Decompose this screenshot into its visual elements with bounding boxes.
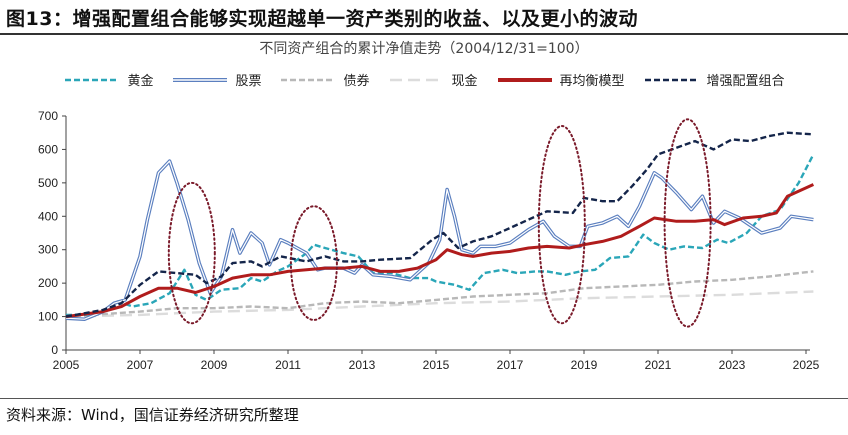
chart-title: 不同资产组合的累计净值走势（2004/12/31=100）: [259, 41, 589, 57]
legend-swatch: [644, 78, 699, 81]
y-tick-label: 600: [38, 142, 58, 156]
y-tick-label: 200: [38, 276, 58, 290]
legend-swatch: [389, 78, 444, 81]
x-tick-label: 2011: [275, 358, 301, 372]
x-tick-label: 2023: [719, 358, 746, 372]
y-tick-label: 300: [38, 243, 58, 257]
series-line-3: [65, 290, 814, 318]
footer-divider: [0, 398, 848, 399]
legend-label: 股票: [235, 74, 262, 89]
legend-label: 债券: [343, 74, 370, 89]
legend-swatch: [173, 77, 228, 82]
legend-swatch: [497, 77, 552, 82]
series-line-0: [66, 153, 815, 317]
series-line-5: [65, 131, 814, 318]
legend-label: 增强配置组合: [706, 74, 785, 89]
source-note: 资料来源：Wind，国信证券经济研究所整理: [6, 406, 299, 424]
legend-swatch: [65, 78, 120, 81]
highlight-ellipse: [537, 125, 586, 325]
legend-item: 股票: [171, 70, 261, 89]
x-tick-label: 2019: [571, 358, 598, 372]
series-line-2: [65, 270, 814, 318]
legend-label: 现金: [451, 74, 478, 89]
legend-item: 再均衡模型: [496, 70, 625, 89]
x-tick-label: 2013: [349, 358, 376, 372]
legend-label: 再均衡模型: [559, 74, 625, 89]
series-line-4: [65, 183, 815, 319]
x-tick-label: 2005: [53, 358, 80, 372]
y-tick-label: 500: [38, 176, 58, 190]
y-tick-label: 700: [38, 109, 58, 123]
legend-item: 现金: [388, 70, 478, 89]
legend-label: 黄金: [127, 74, 154, 89]
x-tick-label: 2025: [793, 358, 820, 372]
legend-swatch: [281, 78, 336, 81]
x-tick-label: 2009: [201, 358, 228, 372]
y-tick-label: 100: [38, 310, 58, 324]
legend-item: 增强配置组合: [643, 70, 785, 89]
title-divider: [0, 33, 848, 35]
highlight-ellipse: [289, 205, 338, 321]
x-tick-label: 2017: [497, 358, 524, 372]
x-tick-label: 2021: [645, 358, 672, 372]
x-tick-label: 2007: [127, 358, 154, 372]
legend-item: 黄金: [63, 70, 153, 89]
legend: 黄金 股票 债券 现金 再均衡模型 增强配置组合: [0, 70, 848, 89]
highlight-ellipse: [167, 181, 216, 325]
y-tick-label: 400: [38, 209, 58, 223]
highlight-ellipse: [663, 118, 712, 328]
legend-item: 债券: [279, 70, 370, 89]
y-tick-label: 0: [51, 343, 58, 357]
x-tick-label: 2015: [423, 358, 450, 372]
figure-title: 图13：增强配置组合能够实现超越单一资产类别的收益、以及更小的波动: [6, 8, 638, 30]
